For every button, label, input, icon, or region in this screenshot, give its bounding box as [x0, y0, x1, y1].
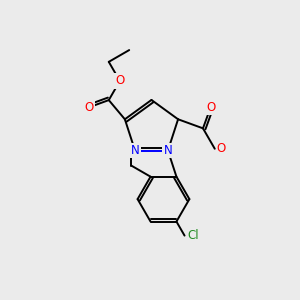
Text: O: O: [206, 101, 215, 114]
Text: Cl: Cl: [187, 229, 199, 242]
Text: O: O: [216, 142, 226, 155]
Text: N: N: [164, 144, 172, 157]
Text: O: O: [85, 100, 94, 114]
Text: O: O: [115, 74, 124, 88]
Text: N: N: [131, 144, 140, 157]
